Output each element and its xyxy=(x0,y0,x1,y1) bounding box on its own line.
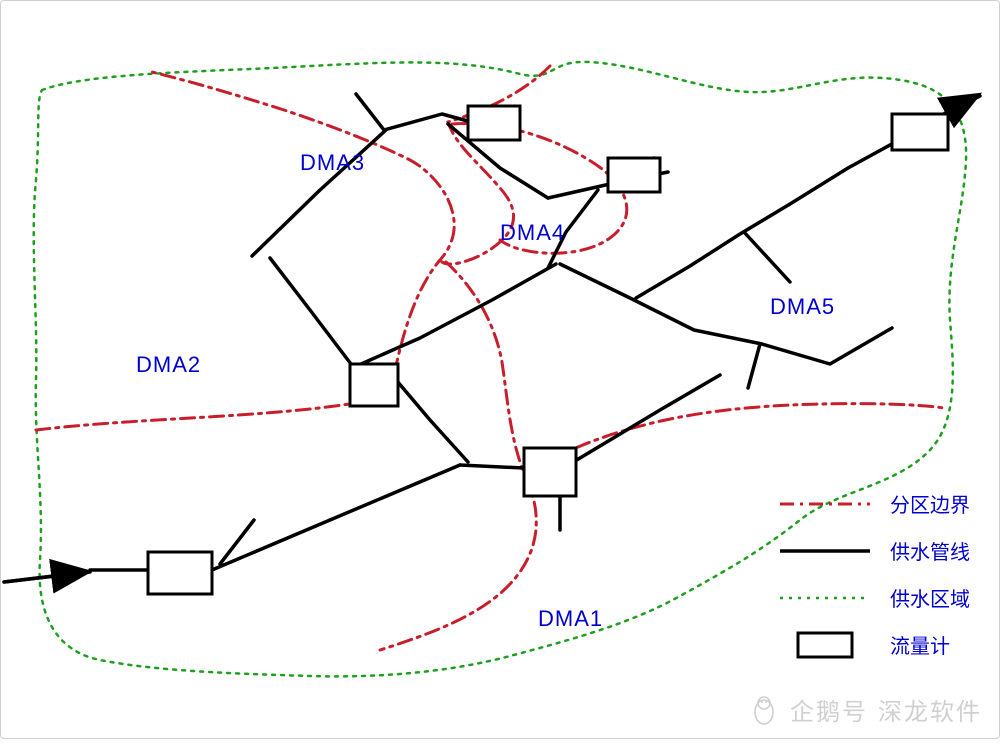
watermark-name: 深龙软件 xyxy=(878,692,982,727)
legend: 分区边界 供水管线 供水区域 流量计 xyxy=(780,489,970,659)
legend-row-region: 供水区域 xyxy=(780,583,970,612)
legend-label-meter: 流量计 xyxy=(890,630,950,659)
dma-diagram: DMA1 DMA2 DMA3 DMA4 DMA5 分区边界 供水管线 供水区域 流量计 xyxy=(0,0,1000,739)
legend-swatch-region xyxy=(780,586,870,610)
zone-label-dma1: DMA1 xyxy=(538,606,603,632)
pipeline-13 xyxy=(636,134,910,298)
legend-label-region: 供水区域 xyxy=(890,583,970,612)
zone-label-dma3: DMA3 xyxy=(300,150,365,176)
pipeline-14 xyxy=(744,232,790,282)
penguin-icon xyxy=(748,694,780,726)
flowmeter-5 xyxy=(148,552,212,594)
legend-row-pipeline: 供水管线 xyxy=(780,536,970,565)
pipeline-6 xyxy=(352,264,556,368)
zone-label-dma2: DMA2 xyxy=(136,352,201,378)
flowmeter-4 xyxy=(524,448,576,496)
legend-row-boundary: 分区边界 xyxy=(780,489,970,518)
flowmeter-2 xyxy=(892,114,948,150)
flowmeter-0 xyxy=(468,106,520,140)
legend-row-meter: 流量计 xyxy=(780,630,970,659)
pipeline-8 xyxy=(252,130,386,256)
flow-arrow-0 xyxy=(4,572,86,582)
pipeline-1 xyxy=(212,465,460,570)
legend-swatch-boundary xyxy=(780,492,870,516)
watermark: 企鹅号 深龙软件 xyxy=(748,692,982,727)
zone-label-dma4: DMA4 xyxy=(500,220,565,246)
legend-swatch-pipeline xyxy=(780,539,870,563)
legend-label-pipeline: 供水管线 xyxy=(890,536,970,565)
flowmeter-3 xyxy=(350,364,398,406)
legend-label-boundary: 分区边界 xyxy=(890,489,970,518)
legend-swatch-meter xyxy=(780,633,870,657)
watermark-brand: 企鹅号 xyxy=(790,692,868,727)
pipeline-3 xyxy=(560,375,720,530)
pipeline-16 xyxy=(220,520,254,564)
pipeline-15 xyxy=(748,344,760,388)
zone-boundary-3 xyxy=(380,262,536,650)
zone-label-dma5: DMA5 xyxy=(770,294,835,320)
pipeline-12 xyxy=(560,264,892,364)
zone-boundary-4 xyxy=(550,404,944,460)
flowmeter-1 xyxy=(608,158,660,192)
pipeline-5 xyxy=(270,258,354,368)
